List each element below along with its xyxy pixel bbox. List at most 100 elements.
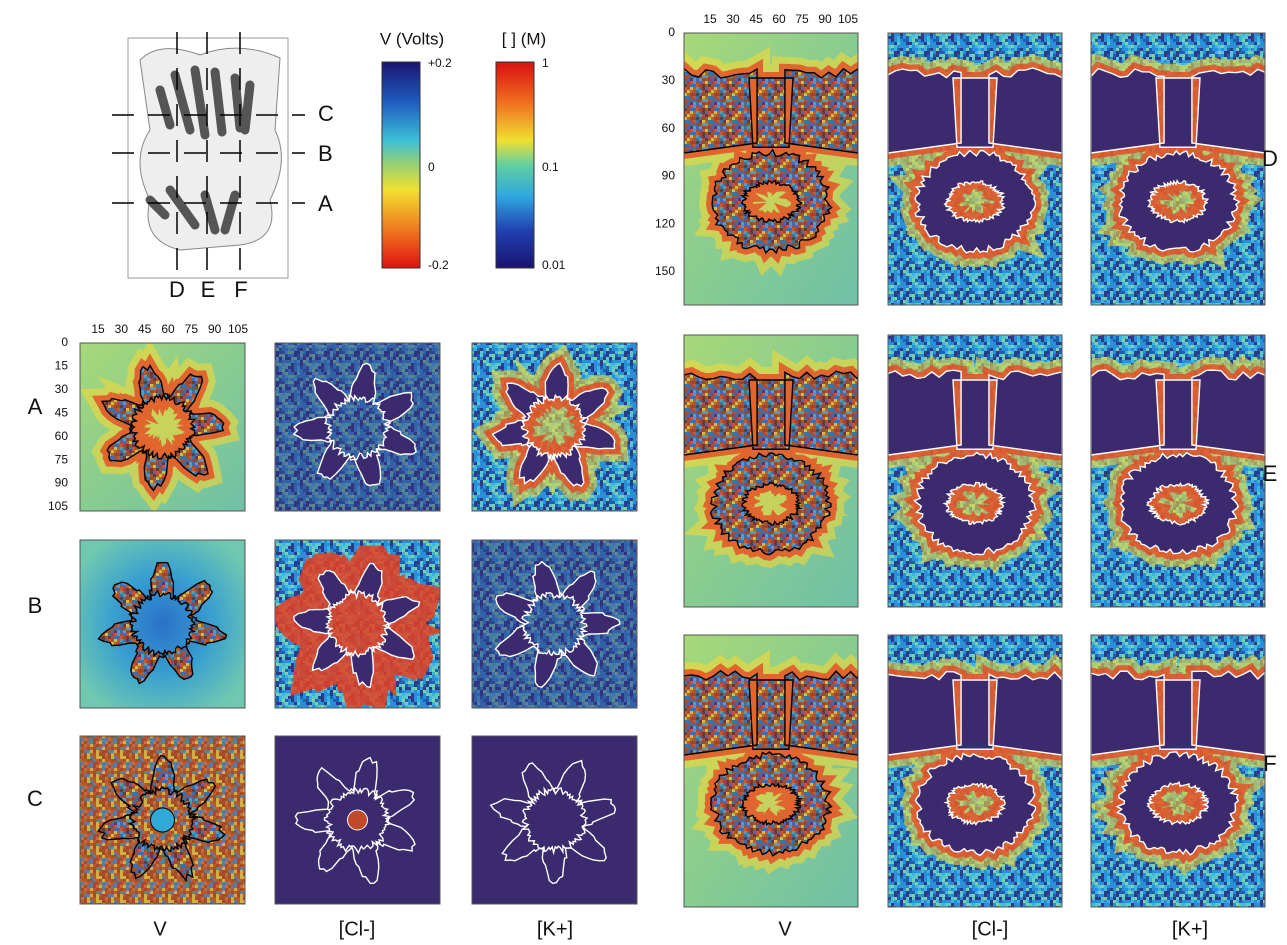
protein-region [292, 362, 418, 487]
helices [145, 65, 255, 235]
x-tick-label: 105 [228, 322, 248, 336]
heatmap-panel [471, 735, 638, 905]
y-tick-label: 90 [55, 476, 69, 490]
colorbar-title: [ ] (M) [502, 29, 546, 48]
colorbar-tick: -0.2 [428, 258, 449, 272]
x-tick-label: 90 [208, 322, 222, 336]
column-label: [K+] [537, 918, 573, 940]
panel-frame [274, 735, 441, 905]
protein-region [684, 370, 858, 556]
heatmap-panel [79, 342, 246, 512]
panel-frame [1090, 32, 1266, 306]
y-tick-label: 60 [55, 429, 69, 443]
panel-frame [1090, 634, 1266, 908]
pore [150, 807, 175, 833]
x-tick-label: 15 [91, 322, 105, 336]
heatmap-panel [471, 342, 638, 512]
protein-region [100, 364, 225, 492]
protein-region [491, 362, 616, 487]
protein-region [494, 560, 621, 688]
section-label: E [201, 277, 216, 302]
colorbar-tick: +0.2 [428, 56, 452, 70]
row-label: A [28, 394, 43, 419]
panel-frame [471, 735, 638, 905]
heatmap-panel [887, 634, 1063, 908]
y-tick-label: 45 [55, 405, 69, 419]
heatmap-panel [79, 735, 246, 905]
column-label: [Cl-] [339, 918, 376, 940]
y-tick-label: 120 [655, 216, 675, 230]
panel-frame [1090, 334, 1266, 608]
heatmap-panel [274, 735, 441, 905]
heatmap-panel [471, 539, 638, 709]
protein-region [684, 669, 858, 857]
panel-frame [887, 634, 1063, 908]
panel-frame [79, 342, 246, 512]
protein-region [888, 369, 1062, 556]
y-tick-label: 90 [662, 169, 676, 183]
heatmap-panel [683, 334, 859, 608]
section-label: C [318, 101, 334, 126]
y-tick-label: 30 [55, 382, 69, 396]
x-tick-label: 30 [726, 12, 740, 26]
row-label: F [1263, 751, 1276, 776]
protein-region [292, 562, 421, 689]
colorbar [495, 61, 535, 269]
colorbar-tick: 0 [428, 160, 435, 174]
x-tick-label: 15 [703, 12, 717, 26]
heatmap-panel [683, 634, 859, 908]
panel-background [472, 736, 637, 904]
panel-frame [79, 735, 246, 905]
heatmap-panel [1090, 634, 1266, 908]
protein-region [1091, 67, 1265, 253]
row-label: D [1262, 146, 1278, 171]
protein-region [1091, 669, 1265, 856]
y-tick-label: 150 [655, 264, 675, 278]
x-tick-label: 105 [838, 12, 858, 26]
labels: 15 30 45 60 75 90 105 0 15 30 45 60 75 90 105 15 30 45 60 7… [27, 12, 1278, 940]
colorbar-tick: 0.1 [542, 160, 559, 174]
colorbar-title: V (Volts) [380, 29, 444, 48]
y-tick-label: 30 [662, 73, 676, 87]
panel-frame [79, 539, 246, 709]
x-tick-label: 75 [185, 322, 199, 336]
panel-frame [471, 342, 638, 512]
y-tick-label: 105 [48, 499, 68, 513]
colorbar [381, 61, 421, 269]
protein-region [888, 67, 1062, 254]
section-lines [112, 32, 305, 282]
protein-region [489, 759, 617, 885]
panels [79, 32, 1266, 908]
heatmap-panel [1090, 334, 1266, 608]
y-tick-label: 15 [55, 359, 69, 373]
colorbars: V (Volts) +0.2 0 -0.2 [ ] (M) 1 0.1 0.01 [380, 29, 566, 272]
y-tick-label: 75 [55, 452, 69, 466]
colorbar-tick: 0.01 [542, 258, 566, 272]
protein-region [888, 670, 1062, 857]
heatmap-panel [274, 342, 441, 512]
panel-frame [683, 634, 859, 908]
x-tick-label: 45 [138, 322, 152, 336]
row-label: B [28, 593, 43, 618]
panel-frame [683, 334, 859, 608]
schematic-frame [127, 37, 289, 279]
panel-frame [471, 539, 638, 709]
heatmap-panel [683, 32, 859, 306]
colorbar-tick: 1 [542, 56, 549, 70]
y-tick-label: 0 [61, 335, 68, 349]
panel-frame [683, 32, 859, 306]
heatmap-panel [274, 539, 441, 709]
row-label: E [1263, 461, 1278, 486]
protein-region [97, 754, 226, 883]
y-tick-label: 0 [668, 25, 675, 39]
heatmap-panel [79, 539, 246, 709]
section-label: A [318, 191, 333, 216]
protein-region [97, 561, 228, 685]
x-tick-label: 30 [115, 322, 129, 336]
section-label: B [318, 141, 333, 166]
section-label: D [169, 277, 185, 302]
protein-region [1091, 369, 1265, 555]
heatmap-panel [887, 32, 1063, 306]
section-label: F [234, 277, 247, 302]
